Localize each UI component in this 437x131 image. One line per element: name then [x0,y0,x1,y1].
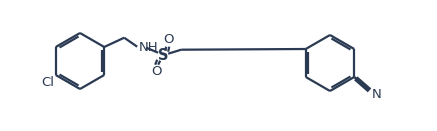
Text: NH: NH [139,41,159,54]
Text: N: N [371,88,381,100]
Text: Cl: Cl [41,76,54,89]
Text: O: O [151,65,161,78]
Text: O: O [163,33,173,46]
Text: S: S [158,48,168,63]
